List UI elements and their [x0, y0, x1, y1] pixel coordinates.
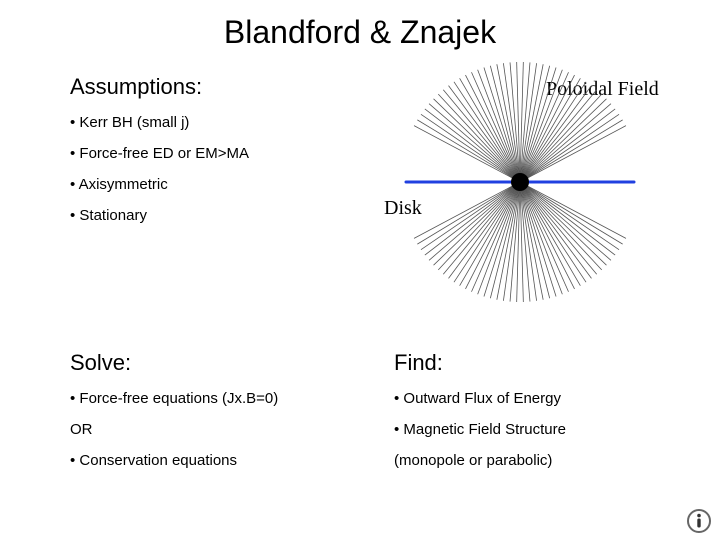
- assumption-item: • Kerr BH (small j): [70, 114, 350, 131]
- find-item: • Outward Flux of Energy: [394, 390, 684, 407]
- solve-heading: Solve:: [70, 350, 350, 376]
- assumptions-heading: Assumptions:: [70, 74, 350, 100]
- find-heading: Find:: [394, 350, 684, 376]
- assumption-item: • Stationary: [70, 207, 350, 224]
- assumption-item: • Axisymmetric: [70, 176, 350, 193]
- solve-item: • Force-free equations (Jx.B=0): [70, 390, 350, 407]
- info-icon[interactable]: [686, 508, 712, 534]
- slide: Blandford & Znajek Assumptions: • Kerr B…: [0, 0, 720, 540]
- find-item: • Magnetic Field Structure: [394, 421, 684, 438]
- assumptions-section: Assumptions: • Kerr BH (small j) • Force…: [70, 74, 350, 224]
- find-section: Find: • Outward Flux of Energy • Magneti…: [394, 350, 684, 469]
- assumption-item: • Force-free ED or EM>MA: [70, 145, 350, 162]
- find-item: (monopole or parabolic): [394, 452, 684, 469]
- solve-item: OR: [70, 421, 350, 438]
- slide-title: Blandford & Znajek: [0, 14, 720, 51]
- poloidal-field-diagram: [390, 62, 690, 302]
- field-lines-svg: [390, 62, 650, 302]
- solve-item: • Conservation equations: [70, 452, 350, 469]
- solve-section: Solve: • Force-free equations (Jx.B=0) O…: [70, 350, 350, 469]
